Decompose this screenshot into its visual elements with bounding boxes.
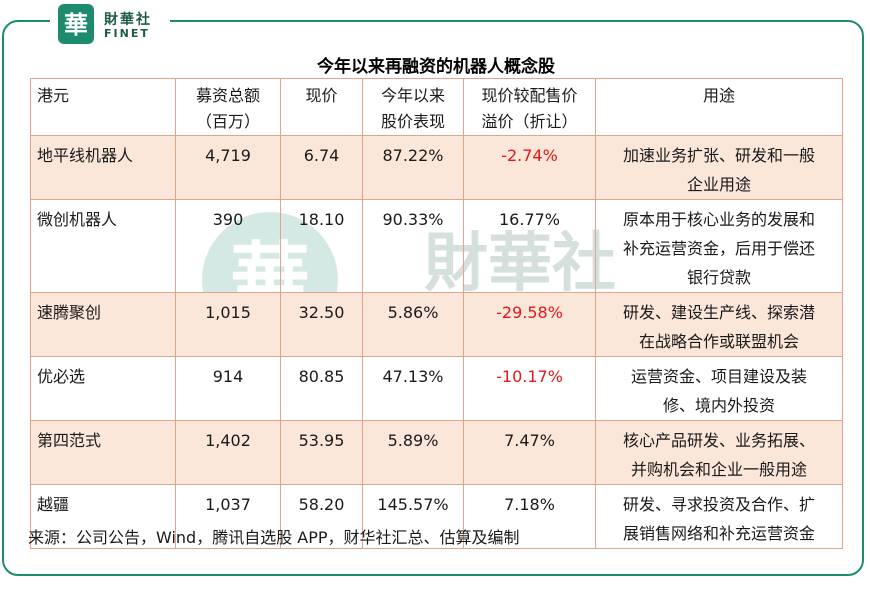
cell-raise: 390 <box>175 199 281 293</box>
table-row: 越疆 1,037 58.20 145.57% 7.18% 研发、寻求投资及合作、… <box>30 484 843 549</box>
cell-use: 核心产品研发、业务拓展、 并购机会和企业一般用途 <box>595 420 843 485</box>
cell-premium: 7.47% <box>463 420 596 485</box>
cell-raise: 1,037 <box>175 484 281 549</box>
col-header-premium: 现价较配售价 溢价（折让） <box>463 78 596 136</box>
cell-raise: 4,719 <box>175 135 281 200</box>
cell-price: 53.95 <box>280 420 363 485</box>
data-table: 港元 募资总额 （百万） 现价 今年以来 股价表现 现价较配售价 溢价（折让） 用途 … <box>30 78 843 549</box>
logo-name: 財華社 <box>104 12 152 28</box>
col-header-raise: 募资总额 （百万） <box>175 78 281 136</box>
source-note: 来源：公司公告，Wind，腾讯自选股 APP，财华社汇总、估算及编制 <box>28 528 520 547</box>
col-header-ytd: 今年以来 股价表现 <box>362 78 464 136</box>
cell-price: 32.50 <box>280 292 363 357</box>
logo-en: FINET <box>104 27 150 40</box>
table-row: 第四范式 1,402 53.95 5.89% 7.47% 核心产品研发、业务拓展… <box>30 420 843 485</box>
cell-use: 运营资金、项目建设及装 修、境内外投资 <box>595 356 843 421</box>
svg-text:華: 華 <box>64 11 88 39</box>
cell-name: 速腾聚创 <box>30 292 176 357</box>
col-header-use: 用途 <box>595 78 843 136</box>
cell-name: 微创机器人 <box>30 199 176 293</box>
logo-seal-icon: 華 <box>58 4 94 44</box>
cell-premium: 16.77% <box>463 199 596 293</box>
cell-ytd: 87.22% <box>362 135 464 200</box>
cell-premium: 7.18% <box>463 484 596 549</box>
cell-name: 第四范式 <box>30 420 176 485</box>
cell-ytd: 5.86% <box>362 292 464 357</box>
col-header-price: 现价 <box>280 78 363 136</box>
table-row: 微创机器人 390 18.10 90.33% 16.77% 原本用于核心业务的发… <box>30 199 843 293</box>
cell-ytd: 90.33% <box>362 199 464 293</box>
cell-premium: -10.17% <box>463 356 596 421</box>
cell-premium: -2.74% <box>463 135 596 200</box>
cell-ytd: 47.13% <box>362 356 464 421</box>
cell-ytd: 5.89% <box>362 420 464 485</box>
cell-price: 18.10 <box>280 199 363 293</box>
cell-raise: 1,402 <box>175 420 281 485</box>
cell-raise: 914 <box>175 356 281 421</box>
card-frame <box>2 20 864 576</box>
col-header-name: 港元 <box>30 78 176 136</box>
brand-logo: 華 財華社 FINET <box>50 2 170 46</box>
table-row: 地平线机器人 4,719 6.74 87.22% -2.74% 加速业务扩张、研… <box>30 135 843 200</box>
cell-use: 研发、寻求投资及合作、扩 展销售网络和补充运营资金 <box>595 484 843 549</box>
table-title: 今年以来再融资的机器人概念股 <box>317 57 555 77</box>
cell-premium: -29.58% <box>463 292 596 357</box>
table-row: 优必选 914 80.85 47.13% -10.17% 运营资金、项目建设及装… <box>30 356 843 421</box>
cell-raise: 1,015 <box>175 292 281 357</box>
cell-price: 6.74 <box>280 135 363 200</box>
cell-use: 研发、建设生产线、探索潜 在战略合作或联盟机会 <box>595 292 843 357</box>
cell-use: 原本用于核心业务的发展和 补充运营资金，后用于偿还 银行贷款 <box>595 199 843 293</box>
cell-name: 地平线机器人 <box>30 135 176 200</box>
cell-use: 加速业务扩张、研发和一般 企业用途 <box>595 135 843 200</box>
cell-price: 80.85 <box>280 356 363 421</box>
table-header-row: 港元 募资总额 （百万） 现价 今年以来 股价表现 现价较配售价 溢价（折让） 用途 <box>30 78 843 136</box>
table-row: 速腾聚创 1,015 32.50 5.86% -29.58% 研发、建设生产线、… <box>30 292 843 357</box>
cell-name: 优必选 <box>30 356 176 421</box>
